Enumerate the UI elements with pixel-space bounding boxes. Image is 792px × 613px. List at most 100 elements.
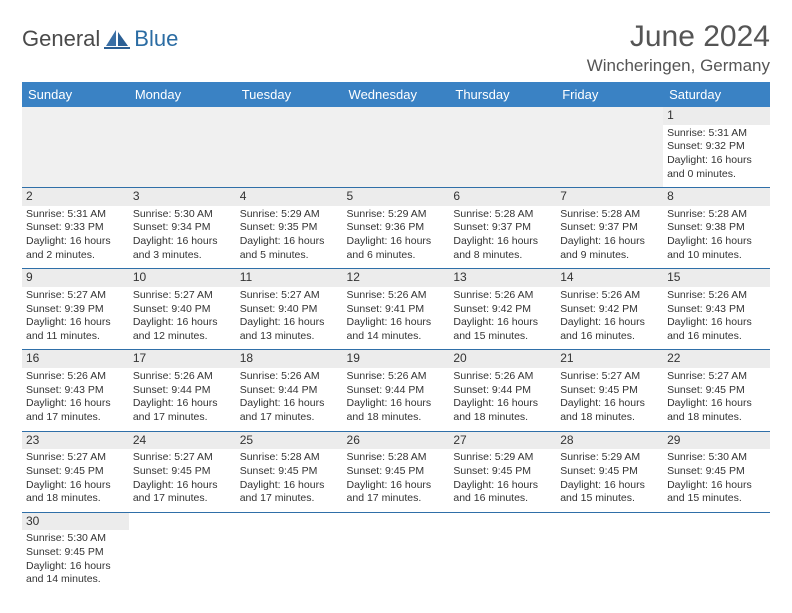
day-number: 7 — [556, 188, 663, 206]
daylight-line-2: and 17 minutes. — [347, 492, 446, 506]
calendar-cell — [129, 512, 236, 593]
sunrise-line: Sunrise: 5:28 AM — [240, 451, 339, 465]
daylight-line-1: Daylight: 16 hours — [560, 235, 659, 249]
calendar-cell: 6Sunrise: 5:28 AMSunset: 9:37 PMDaylight… — [449, 188, 556, 269]
calendar-cell: 16 Sunrise: 5:26 AMSunset: 9:43 PMDayligh… — [22, 350, 129, 431]
calendar-cell — [556, 107, 663, 188]
sunset-line: Sunset: 9:45 PM — [133, 465, 232, 479]
sunset-line: Sunset: 9:42 PM — [453, 303, 552, 317]
calendar-cell: 11Sunrise: 5:27 AMSunset: 9:40 PMDayligh… — [236, 269, 343, 350]
sunset-line: Sunset: 9:34 PM — [133, 221, 232, 235]
sunset-line: Sunset: 9:44 PM — [453, 384, 552, 398]
calendar-cell: 21Sunrise: 5:27 AMSunset: 9:45 PMDayligh… — [556, 350, 663, 431]
sunset-line: Sunset: 9:43 PM — [26, 384, 125, 398]
daylight-line-1: Daylight: 16 hours — [560, 479, 659, 493]
calendar-row: 23Sunrise: 5:27 AMSunset: 9:45 PMDayligh… — [22, 431, 770, 512]
day-number: 16 — [22, 350, 129, 368]
sunrise-line: Sunrise: 5:26 AM — [453, 289, 552, 303]
daylight-line-1: Daylight: 16 hours — [133, 235, 232, 249]
daylight-line-2: and 13 minutes. — [240, 330, 339, 344]
sunset-line: Sunset: 9:45 PM — [667, 465, 766, 479]
day-number: 12 — [343, 269, 450, 287]
daylight-line-2: and 8 minutes. — [453, 249, 552, 263]
calendar-cell: 19Sunrise: 5:26 AMSunset: 9:44 PMDayligh… — [343, 350, 450, 431]
day-number: 29 — [663, 432, 770, 450]
daylight-line-1: Daylight: 16 hours — [453, 235, 552, 249]
sunrise-line: Sunrise: 5:27 AM — [26, 289, 125, 303]
sunrise-line: Sunrise: 5:26 AM — [26, 370, 125, 384]
calendar-cell: 27Sunrise: 5:29 AMSunset: 9:45 PMDayligh… — [449, 431, 556, 512]
calendar-cell — [343, 107, 450, 188]
daylight-line-1: Daylight: 16 hours — [240, 397, 339, 411]
calendar-cell: 26Sunrise: 5:28 AMSunset: 9:45 PMDayligh… — [343, 431, 450, 512]
logo-text-general: General — [22, 26, 100, 52]
daylight-line-1: Daylight: 16 hours — [26, 397, 125, 411]
sunrise-line: Sunrise: 5:29 AM — [453, 451, 552, 465]
daylight-line-2: and 18 minutes. — [453, 411, 552, 425]
daylight-line-1: Daylight: 16 hours — [26, 235, 125, 249]
logo-text-blue: Blue — [134, 26, 178, 52]
sunset-line: Sunset: 9:38 PM — [667, 221, 766, 235]
sunrise-line: Sunrise: 5:27 AM — [560, 370, 659, 384]
daylight-line-1: Daylight: 16 hours — [26, 316, 125, 330]
day-number: 25 — [236, 432, 343, 450]
sunrise-line: Sunrise: 5:31 AM — [26, 208, 125, 222]
logo-sail-icon — [104, 28, 130, 50]
daylight-line-2: and 6 minutes. — [347, 249, 446, 263]
daylight-line-1: Daylight: 16 hours — [240, 479, 339, 493]
sunrise-line: Sunrise: 5:26 AM — [347, 289, 446, 303]
daylight-line-1: Daylight: 16 hours — [240, 316, 339, 330]
sunset-line: Sunset: 9:45 PM — [453, 465, 552, 479]
calendar-cell — [556, 512, 663, 593]
daylight-line-2: and 15 minutes. — [453, 330, 552, 344]
day-number: 28 — [556, 432, 663, 450]
sunrise-line: Sunrise: 5:28 AM — [453, 208, 552, 222]
daylight-line-1: Daylight: 16 hours — [347, 479, 446, 493]
day-number: 10 — [129, 269, 236, 287]
daylight-line-2: and 17 minutes. — [133, 492, 232, 506]
sunset-line: Sunset: 9:43 PM — [667, 303, 766, 317]
calendar-cell: 23Sunrise: 5:27 AMSunset: 9:45 PMDayligh… — [22, 431, 129, 512]
logo: General Blue — [22, 26, 178, 52]
day-number: 15 — [663, 269, 770, 287]
daylight-line-2: and 9 minutes. — [560, 249, 659, 263]
calendar-cell — [129, 107, 236, 188]
calendar-row: 2Sunrise: 5:31 AMSunset: 9:33 PMDaylight… — [22, 188, 770, 269]
sunset-line: Sunset: 9:35 PM — [240, 221, 339, 235]
sunrise-line: Sunrise: 5:27 AM — [667, 370, 766, 384]
daylight-line-1: Daylight: 16 hours — [667, 235, 766, 249]
sunrise-line: Sunrise: 5:29 AM — [240, 208, 339, 222]
sunrise-line: Sunrise: 5:27 AM — [26, 451, 125, 465]
sunrise-line: Sunrise: 5:27 AM — [133, 289, 232, 303]
day-number: 24 — [129, 432, 236, 450]
page-title: June 2024 — [587, 20, 770, 54]
day-number: 3 — [129, 188, 236, 206]
sunset-line: Sunset: 9:42 PM — [560, 303, 659, 317]
daylight-line-1: Daylight: 16 hours — [560, 316, 659, 330]
header: General Blue June 2024 Wincheringen, Ger… — [22, 20, 770, 76]
daylight-line-2: and 16 minutes. — [560, 330, 659, 344]
sunrise-line: Sunrise: 5:27 AM — [240, 289, 339, 303]
daylight-line-1: Daylight: 16 hours — [26, 479, 125, 493]
daylight-line-2: and 10 minutes. — [667, 249, 766, 263]
weekday-header: Monday — [129, 82, 236, 107]
sunset-line: Sunset: 9:40 PM — [133, 303, 232, 317]
day-number: 21 — [556, 350, 663, 368]
calendar-cell: 30Sunrise: 5:30 AMSunset: 9:45 PMDayligh… — [22, 512, 129, 593]
daylight-line-1: Daylight: 16 hours — [453, 397, 552, 411]
sunset-line: Sunset: 9:41 PM — [347, 303, 446, 317]
sunrise-line: Sunrise: 5:30 AM — [26, 532, 125, 546]
calendar-cell: 12Sunrise: 5:26 AMSunset: 9:41 PMDayligh… — [343, 269, 450, 350]
title-block: June 2024 Wincheringen, Germany — [587, 20, 770, 76]
daylight-line-2: and 0 minutes. — [667, 168, 766, 182]
sunrise-line: Sunrise: 5:27 AM — [133, 451, 232, 465]
calendar-cell: 29Sunrise: 5:30 AMSunset: 9:45 PMDayligh… — [663, 431, 770, 512]
daylight-line-2: and 11 minutes. — [26, 330, 125, 344]
daylight-line-2: and 18 minutes. — [667, 411, 766, 425]
sunset-line: Sunset: 9:45 PM — [26, 465, 125, 479]
daylight-line-2: and 14 minutes. — [26, 573, 125, 587]
calendar-cell — [449, 512, 556, 593]
calendar-cell — [449, 107, 556, 188]
sunrise-line: Sunrise: 5:26 AM — [667, 289, 766, 303]
sunrise-line: Sunrise: 5:28 AM — [667, 208, 766, 222]
